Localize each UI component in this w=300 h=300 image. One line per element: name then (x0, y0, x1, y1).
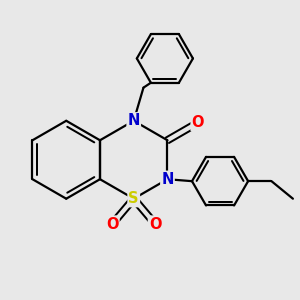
Text: O: O (149, 217, 161, 232)
Text: N: N (128, 113, 140, 128)
Text: O: O (192, 115, 204, 130)
Text: N: N (161, 172, 174, 187)
Text: S: S (128, 191, 139, 206)
Text: O: O (106, 217, 118, 232)
